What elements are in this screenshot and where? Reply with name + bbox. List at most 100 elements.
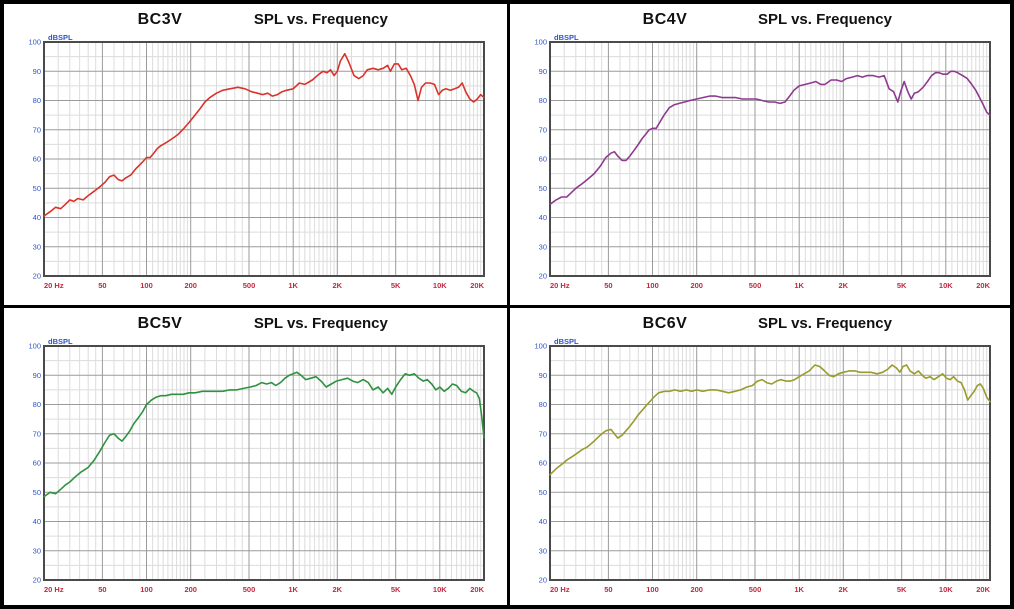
svg-text:2K: 2K xyxy=(839,585,849,594)
svg-text:5K: 5K xyxy=(897,281,907,290)
svg-text:20 Hz: 20 Hz xyxy=(550,585,570,594)
svg-text:40: 40 xyxy=(33,517,41,526)
model-title: BC3V xyxy=(137,11,183,28)
svg-text:50: 50 xyxy=(33,487,41,496)
model-title: BC5V xyxy=(137,314,183,332)
svg-text:10K: 10K xyxy=(433,585,447,594)
chart-title: SPL vs. Frequency xyxy=(758,11,892,28)
svg-text:100: 100 xyxy=(646,585,659,594)
panel-titlebar: BC6V SPL vs. Frequency xyxy=(510,315,1010,337)
svg-text:100: 100 xyxy=(646,281,659,290)
spl-chart-bc5v: 100 90 80 70 60 50 40 30 20 dBSPL 20 Hz 50 100 200 500… xyxy=(28,337,485,594)
svg-text:20K: 20K xyxy=(976,281,990,290)
svg-text:5K: 5K xyxy=(391,585,401,594)
svg-text:200: 200 xyxy=(690,585,703,594)
chart-panel-bc5v: BC5V SPL vs. Frequency 100 90 80 70 60 50 40 30… xyxy=(4,304,507,605)
svg-text:40: 40 xyxy=(539,213,547,222)
chart-title: SPL vs. Frequency xyxy=(253,11,388,28)
svg-text:70: 70 xyxy=(33,125,41,134)
chart-panel-bc3v: BC3V SPL vs. Frequency 100 90 80 70 60 50 40 30… xyxy=(4,4,507,305)
svg-text:1K: 1K xyxy=(288,281,298,290)
svg-text:80: 80 xyxy=(33,400,41,409)
svg-text:70: 70 xyxy=(33,429,41,438)
svg-text:dBSPL: dBSPL xyxy=(554,33,579,42)
svg-text:100: 100 xyxy=(534,341,547,350)
svg-text:50: 50 xyxy=(539,184,547,193)
svg-text:20 Hz: 20 Hz xyxy=(44,585,64,594)
svg-text:2K: 2K xyxy=(333,585,343,594)
svg-text:100: 100 xyxy=(28,341,41,350)
svg-text:500: 500 xyxy=(243,281,256,290)
svg-text:1K: 1K xyxy=(288,585,298,594)
chart-title: SPL vs. Frequency xyxy=(253,314,388,332)
svg-text:10K: 10K xyxy=(433,281,447,290)
svg-text:90: 90 xyxy=(539,370,547,379)
svg-text:20: 20 xyxy=(33,272,41,281)
svg-text:20: 20 xyxy=(33,575,41,584)
svg-text:30: 30 xyxy=(33,242,41,251)
svg-text:1K: 1K xyxy=(794,281,804,290)
svg-text:20 Hz: 20 Hz xyxy=(550,281,570,290)
svg-text:20K: 20K xyxy=(976,585,990,594)
svg-text:20: 20 xyxy=(539,272,547,281)
svg-text:70: 70 xyxy=(539,429,547,438)
svg-text:80: 80 xyxy=(33,96,41,105)
svg-text:60: 60 xyxy=(539,155,547,164)
svg-text:100: 100 xyxy=(28,38,41,47)
svg-text:50: 50 xyxy=(604,585,612,594)
svg-text:500: 500 xyxy=(749,281,762,290)
svg-text:40: 40 xyxy=(33,213,41,222)
svg-text:500: 500 xyxy=(243,585,256,594)
svg-text:100: 100 xyxy=(140,281,153,290)
model-title: BC4V xyxy=(642,11,688,28)
svg-text:200: 200 xyxy=(184,281,197,290)
svg-text:200: 200 xyxy=(690,281,703,290)
svg-text:2K: 2K xyxy=(333,281,343,290)
svg-text:50: 50 xyxy=(539,487,547,496)
svg-text:500: 500 xyxy=(749,585,762,594)
svg-text:90: 90 xyxy=(539,67,547,76)
svg-text:60: 60 xyxy=(33,458,41,467)
svg-text:100: 100 xyxy=(140,585,153,594)
svg-text:10K: 10K xyxy=(939,585,953,594)
svg-text:40: 40 xyxy=(539,517,547,526)
svg-text:5K: 5K xyxy=(391,281,401,290)
svg-text:200: 200 xyxy=(184,585,197,594)
svg-text:50: 50 xyxy=(604,281,612,290)
spl-chart-bc3v: 100 90 80 70 60 50 40 30 20 dBSPL 20 Hz 50 100 200 500… xyxy=(28,33,485,290)
svg-text:90: 90 xyxy=(33,67,41,76)
svg-text:20K: 20K xyxy=(470,281,484,290)
svg-text:70: 70 xyxy=(539,125,547,134)
svg-text:20: 20 xyxy=(539,575,547,584)
svg-text:30: 30 xyxy=(539,242,547,251)
svg-text:dBSPL: dBSPL xyxy=(48,337,73,346)
chart-title: SPL vs. Frequency xyxy=(758,314,892,332)
svg-text:1K: 1K xyxy=(794,585,804,594)
svg-text:10K: 10K xyxy=(939,281,953,290)
svg-text:60: 60 xyxy=(33,155,41,164)
spl-chart-bc6v: 100 90 80 70 60 50 40 30 20 dBSPL 20 Hz 50 100 200 500… xyxy=(534,337,991,594)
panel-titlebar: BC3V SPL vs. Frequency xyxy=(4,11,507,33)
svg-text:50: 50 xyxy=(98,281,106,290)
svg-text:20 Hz: 20 Hz xyxy=(44,281,64,290)
svg-text:5K: 5K xyxy=(897,585,907,594)
model-title: BC6V xyxy=(642,314,688,332)
panel-titlebar: BC5V SPL vs. Frequency xyxy=(4,315,507,337)
svg-text:80: 80 xyxy=(539,400,547,409)
svg-text:100: 100 xyxy=(534,38,547,47)
chart-panel-bc6v: BC6V SPL vs. Frequency 100 90 80 70 60 50 40 30… xyxy=(507,304,1010,605)
svg-text:60: 60 xyxy=(539,458,547,467)
svg-text:dBSPL: dBSPL xyxy=(48,33,73,42)
svg-text:30: 30 xyxy=(539,546,547,555)
svg-text:dBSPL: dBSPL xyxy=(554,337,579,346)
spl-chart-bc4v: 100 90 80 70 60 50 40 30 20 dBSPL 20 Hz 50 100 200 500… xyxy=(534,33,991,290)
svg-text:20K: 20K xyxy=(470,585,484,594)
svg-text:2K: 2K xyxy=(839,281,849,290)
svg-text:30: 30 xyxy=(33,546,41,555)
chart-panel-bc4v: BC4V SPL vs. Frequency 100 90 80 70 60 50 40 30… xyxy=(507,4,1010,305)
panel-titlebar: BC4V SPL vs. Frequency xyxy=(510,11,1010,33)
svg-text:90: 90 xyxy=(33,370,41,379)
svg-text:50: 50 xyxy=(33,184,41,193)
svg-text:80: 80 xyxy=(539,96,547,105)
